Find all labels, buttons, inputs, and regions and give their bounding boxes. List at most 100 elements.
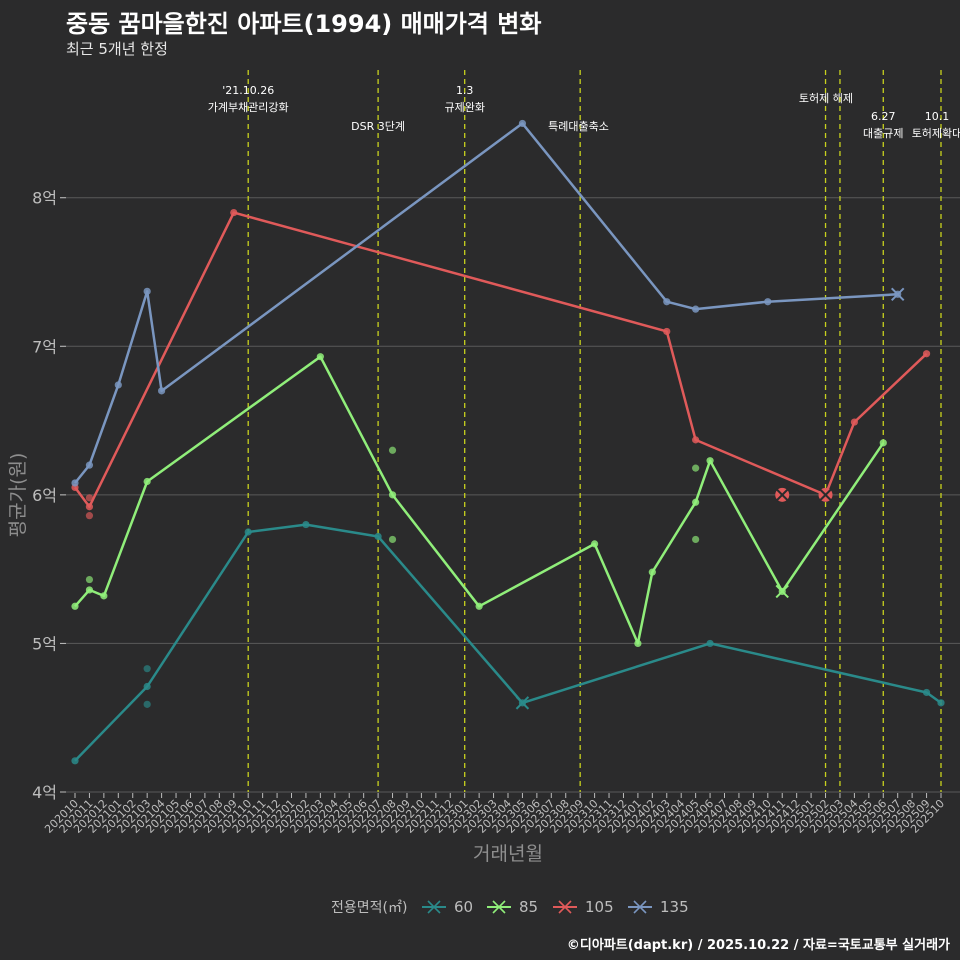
legend-item-135: 135 bbox=[628, 896, 689, 918]
source-credit: ©디아파트(dapt.kr) / 2025.10.22 / 자료=국토교통부 실… bbox=[566, 938, 950, 953]
legend-label: 60 bbox=[454, 898, 474, 916]
data-point bbox=[692, 305, 700, 313]
data-point bbox=[388, 491, 397, 499]
chart-subtitle: 최근 5개년 한정 bbox=[66, 40, 168, 58]
series-60 bbox=[71, 520, 945, 765]
extra-point bbox=[143, 700, 151, 708]
y-tick-label: 6억 bbox=[32, 486, 57, 505]
data-point bbox=[85, 461, 94, 469]
x-axis-title: 거래년월 bbox=[473, 843, 543, 865]
data-point bbox=[648, 568, 656, 576]
grid-layer bbox=[60, 197, 960, 793]
legend-label: 105 bbox=[585, 898, 614, 916]
data-point bbox=[706, 639, 714, 648]
event-label: 특례대출축소 bbox=[548, 120, 609, 133]
series-line-135 bbox=[74, 122, 898, 484]
data-point bbox=[937, 699, 945, 707]
data-point bbox=[71, 479, 79, 487]
data-point bbox=[302, 520, 310, 529]
cancelled-marker bbox=[818, 487, 833, 502]
data-point bbox=[850, 418, 859, 426]
cancelled-marker bbox=[775, 487, 790, 502]
legend-key-icon bbox=[553, 900, 577, 914]
axis-layer: 4억5억6억7억8억202010202011202012202101202102… bbox=[32, 189, 947, 836]
event-label: 1.3 bbox=[456, 84, 474, 97]
data-point bbox=[230, 208, 238, 217]
event-label: DSR 3단계 bbox=[351, 120, 405, 133]
y-tick-label: 7억 bbox=[32, 337, 57, 356]
series-layer bbox=[71, 119, 945, 765]
data-point bbox=[922, 350, 931, 358]
data-point bbox=[518, 119, 527, 128]
legend-key-icon bbox=[487, 900, 511, 914]
legend-item-105: 105 bbox=[553, 896, 614, 918]
data-point bbox=[114, 381, 122, 389]
extra-point bbox=[85, 494, 94, 502]
data-point bbox=[591, 540, 599, 548]
y-axis-title: 평균가(원) bbox=[7, 453, 29, 538]
y-tick-label: 8억 bbox=[32, 189, 57, 208]
data-point bbox=[158, 387, 166, 395]
extra-point bbox=[388, 535, 397, 544]
series-135 bbox=[71, 119, 905, 487]
data-point bbox=[475, 602, 483, 610]
data-point bbox=[143, 477, 151, 486]
data-point bbox=[879, 439, 887, 447]
data-point bbox=[706, 457, 714, 465]
cancelled-marker bbox=[775, 584, 789, 599]
legend-item-60: 60 bbox=[422, 896, 473, 918]
data-point bbox=[244, 528, 252, 536]
extra-point bbox=[85, 575, 94, 584]
series-line-60 bbox=[74, 523, 942, 762]
event-label: '21.10.26 bbox=[222, 84, 274, 97]
event-label: 10.1 bbox=[925, 110, 950, 123]
y-tick-label: 4억 bbox=[32, 783, 57, 802]
legend-key-icon bbox=[628, 900, 652, 914]
data-point bbox=[85, 503, 94, 511]
data-point bbox=[71, 602, 79, 610]
legend-key-icon bbox=[422, 900, 446, 914]
extra-point bbox=[85, 512, 94, 520]
series-85 bbox=[71, 353, 887, 648]
extra-point bbox=[388, 446, 397, 454]
series-line-85 bbox=[74, 355, 885, 645]
event-label: 가계부채관리강화 bbox=[208, 101, 289, 114]
chart-title: 중동 꿈마을한진 아파트(1994) 매매가격 변화 bbox=[66, 10, 542, 38]
series-line-105 bbox=[73, 211, 928, 508]
event-label: 6.27 bbox=[871, 110, 896, 123]
legend-label: 85 bbox=[519, 898, 539, 916]
event-label: 대출규제 bbox=[863, 127, 903, 140]
cross-stroke bbox=[515, 696, 530, 710]
y-tick-label: 5억 bbox=[32, 634, 57, 653]
series-105 bbox=[71, 208, 931, 520]
extra-point bbox=[143, 665, 151, 673]
cancelled-marker bbox=[890, 287, 905, 301]
data-point bbox=[143, 287, 151, 295]
cancelled-marker bbox=[515, 696, 530, 710]
data-point bbox=[663, 298, 671, 306]
legend: 전용면적(㎡) 60 85 105 135 bbox=[0, 896, 960, 918]
event-label: 토허제확대 bbox=[912, 127, 960, 140]
legend-item-85: 85 bbox=[487, 896, 538, 918]
event-label: 규제완화 bbox=[444, 101, 484, 114]
data-point bbox=[764, 298, 772, 306]
data-point bbox=[692, 436, 700, 444]
data-point bbox=[663, 327, 671, 336]
cross-stroke bbox=[775, 488, 789, 502]
extra-point bbox=[692, 464, 700, 472]
data-point bbox=[922, 688, 931, 697]
event-label: 토허제 해제 bbox=[799, 91, 853, 105]
cross-stroke bbox=[890, 287, 905, 301]
data-point bbox=[634, 639, 642, 648]
cross-stroke bbox=[775, 584, 789, 599]
data-point bbox=[71, 757, 79, 765]
data-point bbox=[143, 682, 151, 691]
data-point bbox=[374, 532, 382, 541]
data-point bbox=[85, 586, 94, 594]
data-point bbox=[100, 592, 108, 600]
cross-stroke bbox=[818, 488, 833, 502]
legend-label: 135 bbox=[660, 898, 689, 916]
data-point bbox=[692, 498, 700, 506]
